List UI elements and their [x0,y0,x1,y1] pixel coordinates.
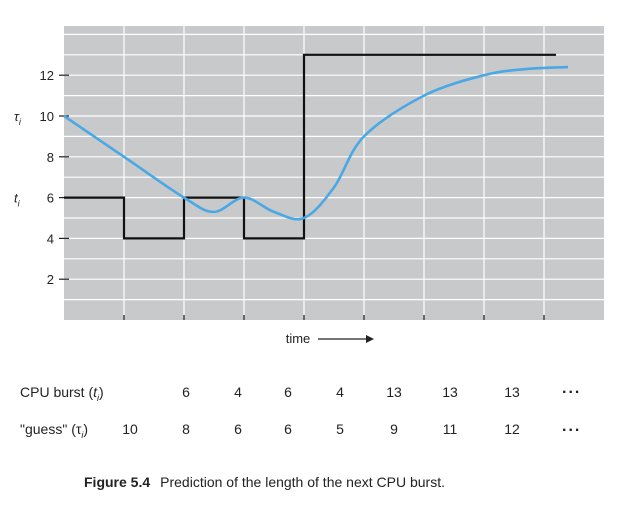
y-tick-label: 8 [47,150,54,165]
cpu-burst-cell: 4 [234,384,242,400]
guess-cell: 5 [336,421,344,437]
guess-cell: 11 [442,421,458,437]
row-label-guess: "guess" (τi) [20,421,89,440]
x-axis [123,315,545,320]
prediction-chart: 2 4 6 8 10 12 τi ti time [14,26,604,346]
cpu-burst-cell: 4 [336,384,344,400]
cpu-burst-cell: 13 [442,384,458,400]
ellipsis-row-2: ... [562,418,582,435]
guess-cell: 6 [284,421,292,437]
y-tick-label: 12 [40,68,54,83]
cpu-burst-cell: 13 [386,384,402,400]
y-axis: 2 4 6 8 10 12 [40,68,69,287]
t-i-marker: ti [14,191,21,209]
caption-text: Prediction of the length of the next CPU… [160,474,445,490]
guess-cell: 12 [504,421,520,437]
guess-cell: 8 [182,421,190,437]
y-tick-label: 6 [47,191,54,206]
guess-cell: 6 [234,421,242,437]
guess-curve [63,65,569,221]
y-axis-markers: τi ti [14,109,22,209]
ellipsis-row-1: ... [562,380,582,397]
burst-table: CPU burst (ti) "guess" (τi) 6 4 6 4 13 13 13 1… [20,380,582,440]
y-tick-label: 2 [47,272,54,287]
x-axis-title: time [286,331,374,346]
time-arrow-head [366,335,374,343]
guess-cell: 9 [390,421,398,437]
x-axis-label: time [286,331,311,346]
row-label-cpu-burst: CPU burst (ti) [20,384,104,403]
guess-cell: 10 [122,421,138,437]
cpu-burst-cell: 13 [504,384,520,400]
tau-i-marker: τi [14,109,22,127]
grid [64,26,604,320]
cpu-burst-cell: 6 [284,384,292,400]
cpu-burst-step-line [64,53,556,240]
y-tick-label: 4 [47,231,54,246]
caption-figure-number: Figure 5.4 [84,474,151,490]
figure-caption: Figure 5.4 Prediction of the length of th… [84,474,445,490]
cpu-burst-cell: 6 [182,384,190,400]
y-tick-label: 10 [40,109,54,124]
